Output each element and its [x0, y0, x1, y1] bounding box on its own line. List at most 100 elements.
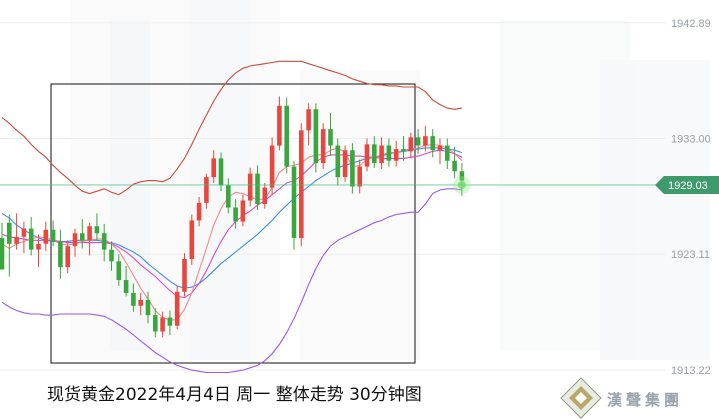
candle-body: [459, 171, 465, 181]
candle-body: [43, 229, 49, 244]
candle-body: [313, 109, 319, 164]
candle: [174, 285, 180, 330]
logo-text: 漢聲集團: [607, 391, 683, 409]
candle: [277, 96, 282, 151]
candle-body: [342, 150, 348, 178]
candle: [58, 229, 63, 279]
indicator-lines: [1, 60, 463, 374]
candle-body: [189, 220, 195, 259]
candle: [233, 199, 238, 229]
candle: [36, 234, 41, 268]
candle: [357, 159, 362, 194]
candle: [240, 194, 246, 227]
candle: [211, 150, 216, 183]
candle: [153, 308, 158, 338]
candle: [167, 310, 173, 336]
candle-body: [116, 261, 122, 281]
candlesticks: [0, 96, 465, 338]
candle: [138, 292, 143, 316]
ma-fast-line: [1, 143, 463, 321]
y-axis: 1942.89 1933.00 1923.11 1913.22: [0, 18, 711, 377]
candle: [80, 219, 85, 249]
candle-body: [36, 243, 41, 250]
candle-body: [393, 149, 399, 161]
highlight-box: [50, 83, 416, 364]
candle-body: [284, 105, 289, 167]
candle: [386, 138, 392, 167]
candle: [14, 213, 19, 250]
candle: [415, 129, 421, 154]
candle: [452, 146, 457, 179]
candle: [262, 182, 268, 209]
candle: [123, 266, 129, 297]
candle-body: [255, 173, 260, 205]
candle-body: [138, 299, 143, 306]
candle: [306, 103, 311, 146]
y-tick-label: 1923.11: [671, 249, 710, 261]
candle-body: [153, 315, 158, 332]
candle: [313, 103, 319, 173]
y-tick-label: 1942.89: [671, 18, 711, 30]
candle: [101, 223, 107, 262]
candle: [145, 291, 151, 324]
candle-body: [28, 228, 34, 250]
candle: [342, 145, 348, 182]
candle-body: [160, 317, 165, 332]
candle-body: [123, 280, 129, 293]
candle-body: [14, 236, 19, 244]
candle-body: [415, 137, 421, 146]
candle: [437, 138, 443, 165]
candle-body: [174, 291, 180, 326]
company-logo: 漢聲集團: [560, 377, 683, 419]
candle-body: [94, 226, 100, 234]
candle: [131, 283, 136, 312]
candle-body: [372, 144, 377, 164]
candle-body: [109, 249, 114, 262]
candle: [379, 137, 384, 169]
candle-body: [72, 233, 78, 247]
candle-body: [50, 229, 56, 242]
candle: [459, 163, 465, 196]
candle-body: [87, 226, 92, 241]
candle-body: [58, 241, 63, 268]
candle-body: [328, 129, 333, 146]
candle: [255, 165, 260, 210]
candle: [160, 311, 165, 338]
price-tag: 1929.03: [655, 175, 719, 194]
candle-body: [145, 299, 151, 316]
candle-body: [204, 177, 209, 203]
candle: [291, 160, 297, 250]
candle-body: [306, 109, 311, 131]
candle: [401, 136, 406, 161]
candle-body: [226, 185, 231, 208]
candle-body: [386, 145, 392, 161]
chart-caption: 现货黄金2022年4月4日 周一 整体走势 30分钟图: [47, 385, 422, 405]
candle-body: [218, 158, 224, 186]
candle-body: [240, 200, 246, 222]
candle: [393, 140, 399, 167]
bollinger-upper-line: [1, 60, 462, 196]
bollinger-lower-line: [1, 188, 462, 374]
candle: [247, 167, 253, 207]
candle-body: [291, 166, 297, 238]
candle: [335, 138, 341, 186]
candle-body: [350, 150, 355, 187]
ma-slow-line: [1, 147, 463, 289]
candle: [65, 240, 70, 274]
diamond-logo-icon: [560, 377, 602, 419]
candle: [269, 137, 275, 195]
y-tick-label: 1913.22: [671, 365, 711, 377]
candle: [182, 253, 187, 297]
candle-body: [445, 145, 450, 161]
candle: [196, 197, 202, 227]
candle: [364, 138, 370, 172]
candle: [204, 173, 209, 209]
candle-body: [167, 317, 173, 326]
candle: [87, 222, 92, 256]
price-glow-core: [457, 180, 466, 189]
candle-body: [277, 105, 282, 146]
candle-body: [80, 233, 85, 241]
candle-body: [320, 129, 326, 164]
candle-body: [101, 233, 107, 250]
candle-body: [299, 130, 304, 238]
